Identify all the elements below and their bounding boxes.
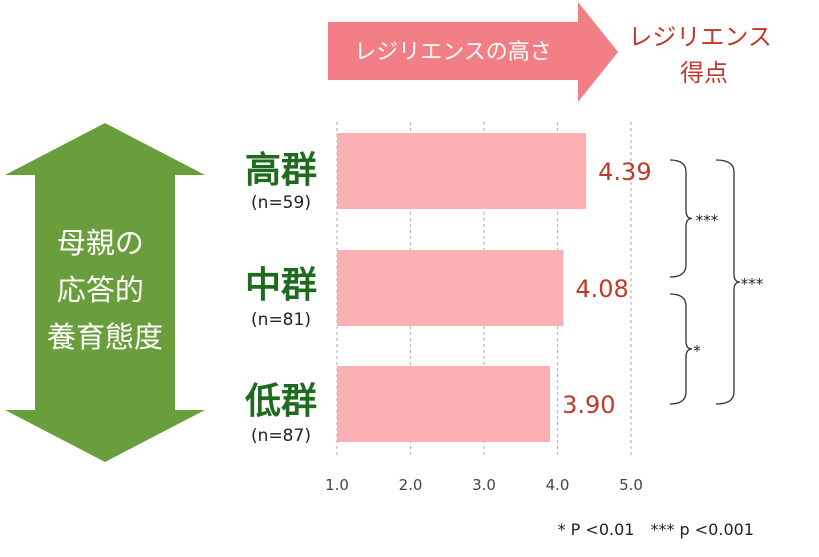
group-axis-label: 母親の 応答的 養育態度 — [47, 226, 163, 354]
significance-bracket — [715, 159, 741, 405]
axis-title-line-2: 得点 — [680, 59, 728, 87]
x-tick-label: 5.0 — [619, 476, 643, 494]
x-tick-labels: 1.0 2.0 3.0 4.0 5.0 — [325, 476, 643, 494]
x-tick-label: 3.0 — [472, 476, 496, 494]
x-tick-label: 4.0 — [546, 476, 570, 494]
category-count: (n=81) — [251, 310, 311, 330]
axis-title: レジリエンス 得点 — [628, 23, 779, 87]
group-axis-label-line-2: 応答的 — [57, 273, 144, 307]
category-count: (n=59) — [251, 193, 311, 213]
group-axis-label-line-3: 養育態度 — [47, 320, 163, 354]
bar — [337, 133, 587, 209]
bars: 4.39 高群(n=59) 4.08 中群 (n=81) 3.90 低群 (n=87) — [245, 133, 652, 446]
group-axis-label-line-1: 母親の — [57, 226, 144, 260]
x-tick-label: 1.0 — [325, 476, 349, 494]
axis-title-line-1: レジリエンス — [628, 23, 772, 51]
significance-brackets: ******* — [669, 159, 764, 405]
category-label: 低群 — [245, 381, 317, 422]
significance-label: * — [693, 342, 701, 360]
bar-value-label: 3.90 — [562, 391, 615, 419]
axis-banner-label: レジリエンスの高さ — [354, 40, 552, 65]
bar-value-label: 4.08 — [575, 275, 628, 303]
significance-label: *** — [741, 275, 764, 293]
footnote: * P <0.01 *** p <0.001 — [558, 520, 754, 539]
x-tick-label: 2.0 — [399, 476, 423, 494]
significance-bracket — [669, 159, 693, 278]
group-axis-arrow — [5, 123, 205, 462]
significance-bracket — [669, 293, 693, 405]
bar — [337, 250, 564, 326]
axis-banner-arrow — [328, 2, 618, 102]
category-count: (n=87) — [251, 426, 311, 446]
category-label: 中群 — [245, 265, 317, 306]
bar — [337, 366, 551, 442]
category-label: 高群 — [245, 150, 317, 191]
significance-label: *** — [696, 212, 719, 230]
bar-value-label: 4.39 — [598, 158, 651, 186]
